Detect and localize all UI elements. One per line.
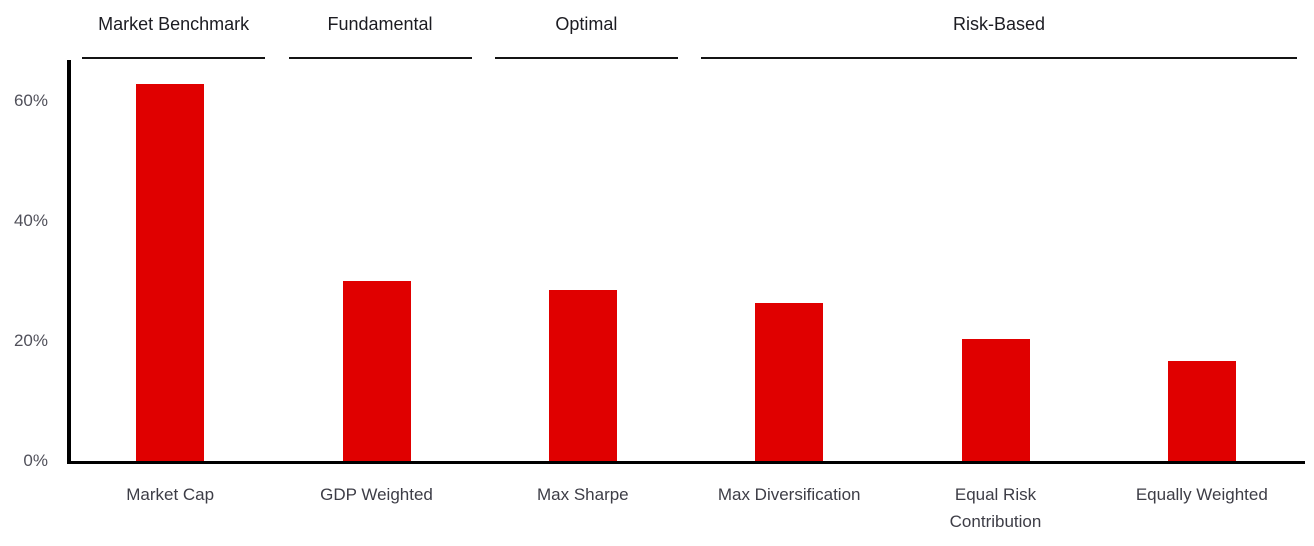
group-underline-risk-based [701,57,1297,59]
x-tick-label-market-cap: Market Cap [126,485,215,504]
bar-gdp-weighted [342,281,411,461]
x-tick-label-equally-weighted: Equally Weighted [1135,485,1268,504]
group-underline-market-benchmark [82,57,266,59]
y-tick-label-0: 0% [23,451,48,470]
group-underline-fundamental [288,57,472,59]
group-header-fundamental: Fundamental [327,14,433,34]
bar-market-cap [136,84,205,461]
x-tick-label-max-diversification: Max Diversification [717,485,861,504]
bar-max-sharpe [548,290,617,461]
bar-max-diversification [755,302,824,461]
x-axis-line [67,461,1305,464]
group-underline-optimal [494,57,678,59]
bar-equally-weighted [1167,360,1236,461]
y-tick-label-20: 20% [13,331,48,350]
group-header-optimal: Optimal [555,14,618,34]
x-tick-label-equal-risk-contribution: Equal Risk Contribution [949,485,1042,531]
bar-equal-risk-contribution [961,338,1030,461]
y-tick-label-40: 40% [13,211,48,230]
y-tick-label-60: 60% [13,91,48,110]
x-tick-label-max-sharpe: Max Sharpe [536,485,629,504]
group-header-risk-based: Risk-Based [952,14,1045,34]
y-axis-line [67,60,71,464]
group-header-market-benchmark: Market Benchmark [98,14,250,34]
x-tick-label-gdp-weighted: GDP Weighted [320,485,433,504]
